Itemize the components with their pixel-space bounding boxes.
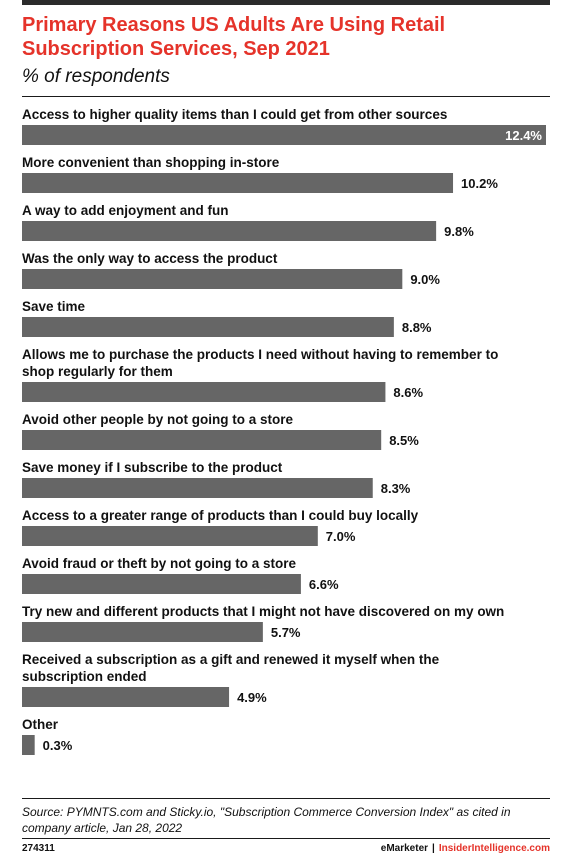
value-label: 4.9% <box>237 690 267 705</box>
category-label: Save time <box>22 299 86 314</box>
bar-chart: Access to higher quality items than I co… <box>22 107 546 755</box>
bar <box>22 430 382 450</box>
bar <box>22 382 386 402</box>
bar <box>22 687 230 707</box>
bar <box>22 478 373 498</box>
category-label: Avoid other people by not going to a sto… <box>22 412 293 427</box>
brand-separator: | <box>432 843 435 854</box>
value-label: 8.8% <box>402 320 432 335</box>
value-label: 9.0% <box>410 272 440 287</box>
category-label: Other <box>22 717 59 732</box>
bar <box>22 317 394 337</box>
category-label: Access to a greater range of products th… <box>22 508 419 523</box>
category-label: subscription ended <box>22 669 147 684</box>
category-label: Try new and different products that I mi… <box>22 604 504 619</box>
value-label: 9.8% <box>444 224 474 239</box>
value-label: 12.4% <box>505 128 542 143</box>
brand-insider-link[interactable]: InsiderIntelligence.com <box>438 843 550 854</box>
bar <box>22 622 263 642</box>
top-bar <box>22 0 550 5</box>
category-label: Received a subscription as a gift and re… <box>22 652 440 667</box>
value-label: 5.7% <box>271 625 301 640</box>
category-label: More convenient than shopping in-store <box>22 155 280 170</box>
bar <box>22 269 403 289</box>
value-label: 6.6% <box>309 577 339 592</box>
value-label: 7.0% <box>326 529 356 544</box>
brand-emarketer: eMarketer <box>380 843 429 854</box>
category-label: shop regularly for them <box>22 364 173 379</box>
category-label: Avoid fraud or theft by not going to a s… <box>22 556 296 571</box>
value-label: 8.3% <box>381 481 411 496</box>
source-rule <box>22 798 550 799</box>
category-label: Access to higher quality items than I co… <box>22 107 447 122</box>
category-label: Allows me to purchase the products I nee… <box>22 347 498 362</box>
category-label: Save money if I subscribe to the product <box>22 460 283 475</box>
category-label: Was the only way to access the product <box>22 251 278 266</box>
bar <box>22 735 35 755</box>
value-label: 10.2% <box>461 176 498 191</box>
chart-title: Primary Reasons US Adults Are Using Reta… <box>22 14 446 60</box>
bar <box>22 173 454 193</box>
value-label: 0.3% <box>43 738 73 753</box>
chart-id: 274311 <box>22 843 55 854</box>
value-label: 8.6% <box>393 385 423 400</box>
footer-rule <box>22 838 550 839</box>
source-note: Source: PYMNTS.com and Sticky.io, "Subsc… <box>22 805 511 835</box>
bar <box>22 221 437 241</box>
header-rule <box>22 96 550 97</box>
footer-brand: eMarketer | InsiderIntelligence.com <box>381 843 550 854</box>
value-label: 8.5% <box>389 433 419 448</box>
category-label: A way to add enjoyment and fun <box>22 203 229 218</box>
bar <box>22 125 546 145</box>
bar <box>22 574 301 594</box>
bar <box>22 526 318 546</box>
chart-subtitle: % of respondents <box>22 66 170 87</box>
